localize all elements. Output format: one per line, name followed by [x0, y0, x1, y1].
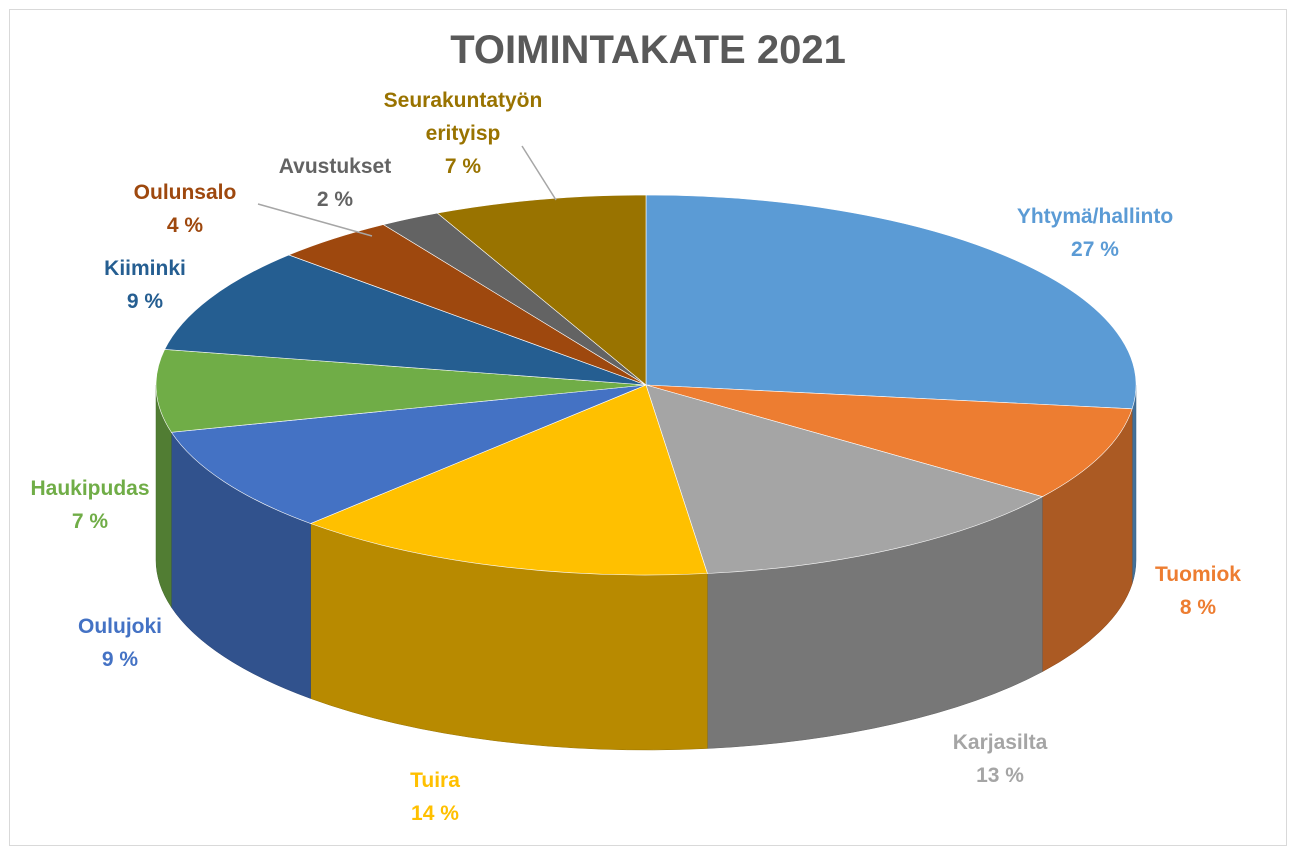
label-value: 9 %: [126, 290, 164, 313]
label-category: Tuomiok: [1155, 563, 1241, 586]
label-value: 4 %: [166, 214, 204, 237]
data-label: Seurakuntatyön erityisp 7 %: [373, 84, 553, 183]
slice: [645, 384, 1133, 498]
label-category: Yhtymä/hallinto: [1016, 205, 1174, 228]
label-category: Oulunsalo: [133, 181, 237, 204]
label-value: 9 %: [101, 648, 139, 671]
label-category: Tuira: [410, 769, 460, 792]
data-label: Tuomiok 8 %: [1155, 558, 1241, 624]
label-category: Oulujoki: [78, 615, 162, 638]
data-label: Haukipudas 7 %: [30, 472, 149, 538]
label-category: Avustukset: [278, 155, 392, 178]
data-label: Karjasilta 13 %: [953, 726, 1048, 792]
slice: [170, 384, 647, 524]
label-value: 27 %: [1071, 238, 1119, 261]
data-label: Tuira 14 %: [410, 764, 460, 830]
slice: [645, 194, 1137, 410]
leader-line: [521, 145, 557, 201]
slice-side: [1131, 384, 1137, 584]
slice: [155, 349, 647, 433]
label-value: 8 %: [1179, 596, 1217, 619]
data-label: Avustukset 2 %: [279, 150, 391, 216]
data-label: Yhtymä/hallinto 27 %: [1017, 200, 1173, 266]
label-value: 7 %: [444, 155, 482, 178]
label-value: 7 %: [71, 510, 109, 533]
data-label: Kiiminki 9 %: [104, 252, 186, 318]
label-category: Haukipudas: [30, 477, 150, 500]
label-category: Karjasilta: [952, 731, 1048, 754]
leader-line: [257, 203, 373, 237]
slice: [645, 384, 1044, 574]
data-label: Oulunsalo 4 %: [134, 176, 237, 242]
label-value: 14 %: [411, 802, 459, 825]
label-value: 2 %: [316, 188, 354, 211]
chart-title: TOIMINTAKATE 2021: [450, 28, 846, 72]
slice: [309, 384, 708, 576]
data-label: Oulujoki 9 %: [78, 610, 162, 676]
label-value: 13 %: [976, 764, 1024, 787]
label-category: Kiiminki: [104, 257, 186, 280]
label-category: Seurakuntatyön erityisp: [383, 89, 543, 145]
slice: [436, 194, 647, 386]
slice: [164, 254, 647, 386]
